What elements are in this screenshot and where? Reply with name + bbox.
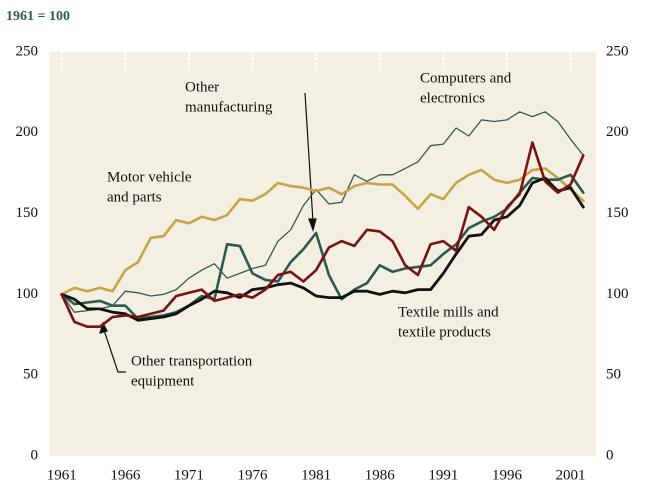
y-tick-label-right: 150 <box>606 205 629 221</box>
series-line <box>60 141 585 328</box>
series-line <box>61 111 584 313</box>
arrow <box>103 329 126 373</box>
y-tick-label-right: 250 <box>606 43 629 59</box>
series-label: and parts <box>107 189 162 205</box>
arrows <box>99 92 317 373</box>
series-label: manufacturing <box>185 99 273 115</box>
x-tick-label: 1991 <box>428 467 458 483</box>
series-label: Other transportation <box>131 353 253 369</box>
y-tick-label: 200 <box>16 124 39 140</box>
y-tick-label-right: 0 <box>606 447 614 463</box>
y-tick-label: 100 <box>16 286 39 302</box>
y-tick-label: 250 <box>16 43 39 59</box>
series-line <box>60 173 585 320</box>
series-line <box>60 176 585 322</box>
series-label: equipment <box>131 373 195 389</box>
y-tick-label: 50 <box>23 367 38 383</box>
chart-title: 1961 = 100 <box>6 9 70 24</box>
x-tick-label: 1961 <box>47 467 77 483</box>
series-label: textile products <box>398 324 491 340</box>
x-tick-label: 1966 <box>110 467 141 483</box>
y-tick-label-right: 200 <box>606 124 629 140</box>
x-tick-label: 1996 <box>492 467 523 483</box>
x-tick-label: 1971 <box>174 467 204 483</box>
x-tick-label: 1981 <box>301 467 331 483</box>
x-tick-label: 1986 <box>365 467 396 483</box>
arrowhead <box>308 218 317 232</box>
y-tick-label: 0 <box>31 447 39 463</box>
series-label: electronics <box>420 90 485 106</box>
arrow <box>304 92 314 223</box>
series-label: Motor vehicle <box>107 169 192 185</box>
x-tick-label: 2001 <box>556 467 586 483</box>
y-tick-label-right: 50 <box>606 367 621 383</box>
series-label: Other <box>185 79 219 95</box>
arrowhead <box>99 321 108 334</box>
series-label: Textile mills and <box>398 304 499 320</box>
y-tick-label-right: 100 <box>606 286 629 302</box>
x-tick-label: 1976 <box>238 467 269 483</box>
series-label: Computers and <box>420 70 512 86</box>
y-tick-label: 150 <box>16 205 39 221</box>
series-line <box>60 167 585 296</box>
